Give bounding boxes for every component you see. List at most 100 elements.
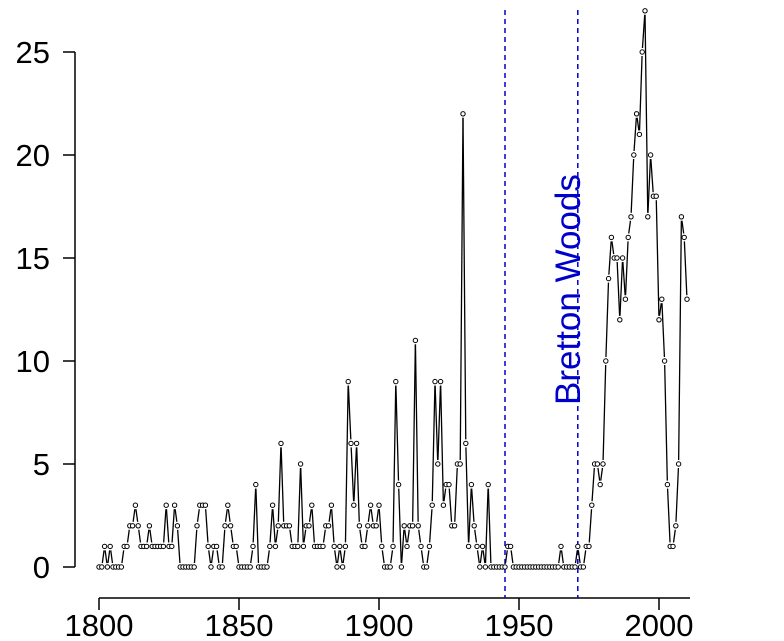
data-point <box>631 152 637 158</box>
series-segment <box>611 241 615 255</box>
series-segment <box>479 550 483 564</box>
series-segment <box>426 550 430 564</box>
series-segment <box>655 200 660 316</box>
data-point <box>250 543 256 550</box>
series-segment <box>221 529 226 564</box>
data-point <box>393 378 399 385</box>
series-segment <box>367 509 371 522</box>
data-point <box>135 523 141 529</box>
data-point <box>423 564 430 570</box>
series-segment <box>269 509 273 543</box>
data-point <box>636 131 643 138</box>
series-segment <box>146 529 150 543</box>
series-segment <box>628 220 632 234</box>
series-segment <box>193 529 198 564</box>
data-point <box>594 461 601 467</box>
series-segment <box>664 364 668 481</box>
data-point <box>675 461 682 467</box>
data-point <box>395 481 402 488</box>
series-segment <box>616 261 621 316</box>
data-point <box>222 523 228 529</box>
data-point <box>300 543 307 550</box>
series-segment <box>376 509 380 522</box>
series-segment <box>414 344 419 522</box>
data-point <box>619 255 626 261</box>
series-segment <box>277 447 282 522</box>
series-segment <box>431 385 436 502</box>
series-segment <box>126 529 130 543</box>
data-point <box>379 543 385 550</box>
data-point <box>479 543 486 550</box>
data-point <box>460 111 466 117</box>
data-point <box>639 49 645 55</box>
series-segment <box>468 488 472 543</box>
series-segment <box>104 550 108 564</box>
data-point <box>163 502 169 508</box>
series-segment <box>392 385 397 543</box>
data-point <box>337 543 343 550</box>
data-point <box>295 543 301 550</box>
series-segment <box>412 344 416 522</box>
data-point <box>345 378 351 385</box>
data-point <box>661 358 668 364</box>
series-segment <box>484 488 489 564</box>
series-segment <box>465 447 470 543</box>
data-point <box>605 275 612 282</box>
data-point <box>278 440 284 447</box>
data-point <box>468 481 475 488</box>
data-point <box>633 111 640 117</box>
data-point <box>194 523 200 529</box>
y-tick-label: 0 <box>33 550 50 585</box>
data-point <box>227 523 234 529</box>
series-segment <box>210 550 214 564</box>
data-point <box>653 193 659 199</box>
series-segment <box>597 467 601 481</box>
series-segment <box>339 550 343 564</box>
series-segment <box>487 488 492 564</box>
data-point <box>625 234 631 241</box>
data-point <box>269 502 276 508</box>
series-segment <box>344 385 349 543</box>
series-segment <box>395 385 400 481</box>
data-point <box>264 564 270 570</box>
data-point <box>348 440 354 447</box>
series-segment <box>364 529 368 543</box>
data-point <box>325 523 332 529</box>
data-point <box>673 523 679 529</box>
data-point <box>286 523 293 529</box>
series-segment <box>666 488 671 543</box>
data-point <box>146 523 153 529</box>
data-point <box>418 543 424 550</box>
series-segment <box>678 220 682 461</box>
data-point <box>373 523 379 529</box>
series-segment <box>636 117 640 131</box>
x-tick-label: 1950 <box>485 608 554 641</box>
series-segment <box>135 509 139 522</box>
series-segment <box>149 529 153 543</box>
data-point <box>387 564 393 570</box>
data-point <box>614 255 620 261</box>
series-segment <box>401 529 405 564</box>
data-point <box>331 543 337 550</box>
y-tick-label: 5 <box>33 447 50 482</box>
series-segment <box>420 550 424 564</box>
series-segment <box>110 550 114 564</box>
series-segment <box>482 550 486 564</box>
data-point <box>426 543 433 550</box>
series-segment <box>328 509 332 522</box>
data-point <box>404 543 410 550</box>
series-segment <box>132 509 136 522</box>
series-segment <box>622 261 626 296</box>
series-segment <box>359 529 363 543</box>
data-point <box>334 564 340 570</box>
data-point <box>342 543 349 550</box>
series-segment <box>336 550 340 564</box>
series-segment <box>205 509 209 543</box>
data-point <box>446 481 452 488</box>
data-point <box>502 564 508 570</box>
data-point <box>681 234 687 241</box>
data-point <box>202 502 209 508</box>
series-segment <box>459 117 464 461</box>
data-point <box>213 543 220 550</box>
